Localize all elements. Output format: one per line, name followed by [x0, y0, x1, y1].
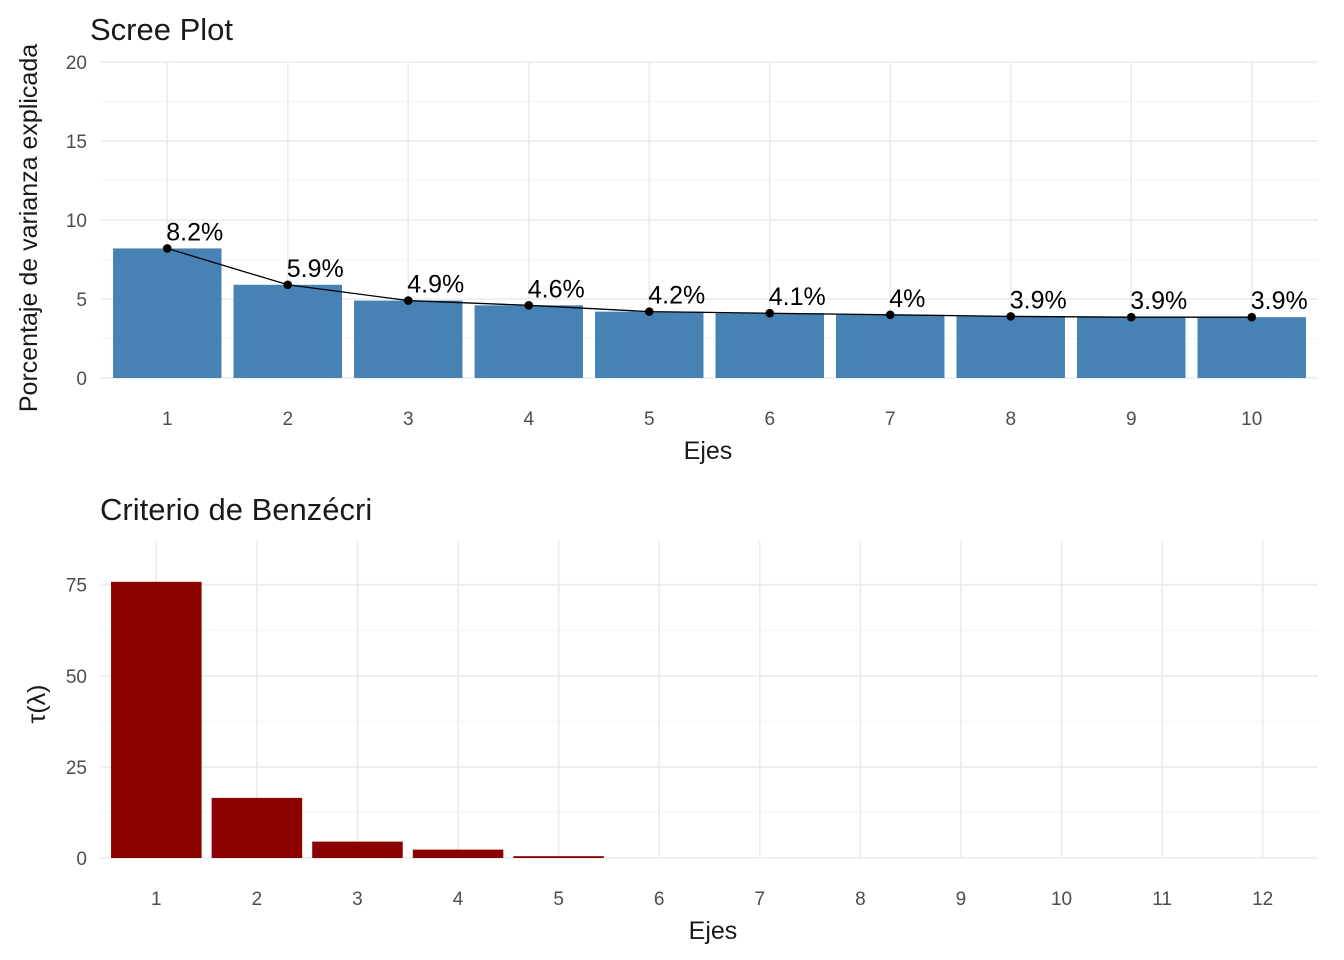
x-tick-label: 9 [1126, 409, 1137, 430]
point-3 [403, 296, 413, 305]
data-label-6: 4.1% [769, 283, 826, 311]
benzecri-x-tick-labels: 1 2 3 4 5 6 7 8 9 10 11 12 [151, 889, 1273, 910]
scree-line [167, 247, 1252, 318]
x-tick-label: 4 [523, 409, 534, 430]
y-tick-label: 0 [76, 369, 87, 390]
point-9 [1126, 312, 1136, 322]
x-tick-label: 3 [352, 889, 363, 910]
x-tick-label: 9 [956, 889, 967, 910]
scree-y-axis-title: Porcentaje de varianza explicada [15, 44, 43, 412]
bar-6 [715, 313, 824, 378]
data-label-2: 5.9% [287, 255, 344, 283]
x-tick-label: 10 [1051, 889, 1072, 910]
scree-y-tick-labels: 0 5 10 15 20 [66, 53, 87, 390]
scree-data-labels: 8.2% 5.9% 4.9% 4.6% 4.2% 4.1% 4% 3.9% 3.9% 3.9% [166, 218, 1307, 315]
bar-5 [595, 311, 704, 378]
point-6 [765, 308, 775, 318]
point-2 [283, 280, 293, 290]
x-tick-label: 2 [282, 409, 293, 430]
x-tick-label: 5 [553, 889, 564, 910]
data-label-1: 8.2% [166, 218, 223, 246]
y-tick-label: 5 [76, 290, 87, 311]
y-tick-label: 0 [76, 849, 87, 870]
data-label-8: 3.9% [1010, 286, 1067, 314]
x-tick-label: 6 [764, 409, 775, 430]
point-4 [524, 301, 534, 310]
benzecri-y-axis-title: τ(λ) [23, 684, 51, 723]
bar-10 [1197, 317, 1306, 378]
x-tick-label: 2 [252, 889, 263, 910]
x-tick-label: 11 [1152, 889, 1172, 910]
x-tick-label: 8 [855, 889, 866, 910]
benzecri-bars [111, 581, 604, 858]
bar-3 [354, 300, 463, 378]
scree-x-axis-title: Ejes [684, 437, 733, 465]
bar-7 [836, 314, 945, 378]
data-label-4: 4.6% [528, 275, 585, 303]
bar-1 [111, 581, 202, 858]
bar-2 [211, 797, 303, 858]
x-tick-label: 10 [1241, 409, 1262, 430]
x-tick-label: 7 [885, 409, 896, 430]
bar-4 [412, 849, 504, 858]
y-tick-label: 50 [66, 667, 87, 688]
data-label-7: 4% [889, 285, 925, 313]
y-tick-label: 25 [66, 758, 87, 779]
y-tick-label: 20 [66, 53, 87, 74]
x-tick-label: 1 [151, 889, 162, 910]
data-label-10: 3.9% [1251, 287, 1308, 315]
data-label-9: 3.9% [1130, 287, 1187, 315]
point-7 [885, 310, 895, 320]
data-label-3: 4.9% [407, 271, 464, 299]
x-tick-label: 1 [162, 409, 173, 430]
benzecri-x-axis-title: Ejes [689, 917, 738, 945]
x-tick-label: 4 [453, 889, 464, 910]
point-1 [162, 244, 172, 253]
bar-9 [1077, 317, 1186, 378]
bar-1 [113, 248, 222, 378]
bar-4 [474, 305, 583, 378]
y-tick-label: 10 [66, 211, 87, 232]
scree-points [162, 244, 1257, 322]
x-tick-label: 7 [755, 889, 766, 910]
bar-3 [312, 841, 403, 858]
scree-plot-panel: 8.2% 5.9% 4.9% 4.6% 4.2% 4.1% 4% 3.9% 3.9% 3.9% 0… [15, 12, 1318, 465]
bar-2 [233, 284, 342, 378]
bar-5 [513, 856, 604, 858]
x-tick-label: 6 [654, 889, 665, 910]
x-tick-label: 3 [403, 409, 414, 430]
y-tick-label: 75 [66, 576, 87, 597]
point-10 [1247, 312, 1257, 322]
x-tick-label: 5 [644, 409, 655, 430]
data-label-5: 4.2% [648, 282, 705, 310]
x-tick-label: 8 [1005, 409, 1016, 430]
bar-8 [956, 316, 1065, 378]
scree-x-tick-labels: 1 2 3 4 5 6 7 8 9 10 [162, 409, 1262, 430]
variance-line [167, 247, 1252, 318]
point-8 [1006, 312, 1016, 321]
x-tick-label: 12 [1252, 889, 1273, 910]
y-tick-label: 15 [66, 132, 87, 153]
point-5 [644, 307, 654, 316]
scree-bars [113, 248, 1306, 378]
benzecri-y-tick-labels: 0 25 50 75 [66, 576, 87, 870]
benzecri-title: Criterio de Benzécri [100, 492, 372, 527]
scree-title: Scree Plot [90, 12, 233, 47]
